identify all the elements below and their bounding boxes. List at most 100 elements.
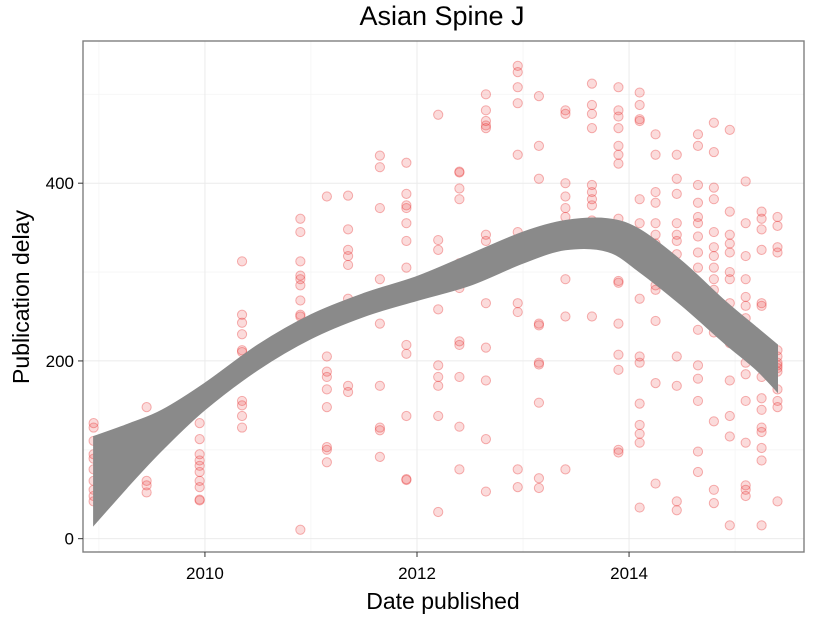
data-point xyxy=(708,262,719,273)
data-point xyxy=(692,218,704,229)
data-point xyxy=(433,380,444,391)
data-point xyxy=(724,266,735,278)
data-point xyxy=(512,60,523,71)
data-point xyxy=(454,371,465,383)
data-point xyxy=(772,395,783,407)
data-point xyxy=(401,474,412,486)
data-point xyxy=(295,256,306,267)
data-point xyxy=(613,364,624,375)
data-point xyxy=(560,191,571,202)
data-point xyxy=(724,520,735,531)
data-point xyxy=(321,366,332,377)
data-point xyxy=(708,242,719,253)
data-point xyxy=(671,149,682,160)
data-point xyxy=(321,402,332,413)
data-point xyxy=(650,378,661,389)
data-point xyxy=(724,274,735,285)
data-point xyxy=(586,186,598,198)
data-point xyxy=(740,484,751,495)
data-point xyxy=(433,410,444,422)
data-point xyxy=(480,122,492,134)
data-point xyxy=(342,250,354,262)
data-point xyxy=(194,455,205,466)
data-point xyxy=(692,231,704,242)
data-point xyxy=(480,120,492,131)
data-point xyxy=(533,318,545,329)
data-point xyxy=(634,194,645,205)
data-point xyxy=(433,371,444,383)
data-point xyxy=(141,402,152,413)
data-point xyxy=(236,410,248,422)
data-point xyxy=(295,213,306,224)
data-point xyxy=(533,90,545,102)
data-point xyxy=(480,235,492,247)
data-point xyxy=(613,277,624,288)
data-point xyxy=(374,425,385,436)
data-point xyxy=(724,247,735,258)
data-point xyxy=(88,422,99,433)
data-point xyxy=(692,179,704,191)
data-point xyxy=(671,496,682,507)
data-point xyxy=(634,502,645,513)
data-point xyxy=(724,124,735,135)
data-point xyxy=(671,235,682,247)
data-point xyxy=(480,115,492,127)
data-point xyxy=(671,218,682,229)
data-point xyxy=(692,395,704,407)
data-point xyxy=(692,360,704,371)
x-axis-ticks: 2010 2012 2014 xyxy=(186,552,648,583)
data-point xyxy=(236,329,248,340)
data-point xyxy=(756,244,767,255)
data-point xyxy=(692,211,704,223)
data-point xyxy=(613,105,624,116)
data-point xyxy=(401,202,412,214)
data-point xyxy=(708,250,719,262)
major-grid xyxy=(83,41,804,552)
data-point xyxy=(740,369,751,380)
y-axis-ticks: 0 200 400 xyxy=(46,174,83,549)
data-point xyxy=(634,87,645,98)
data-point xyxy=(374,318,385,329)
data-point xyxy=(586,311,598,322)
data-point xyxy=(194,466,205,478)
data-point xyxy=(560,311,571,322)
data-point xyxy=(650,284,661,295)
data-point xyxy=(374,274,385,285)
data-point xyxy=(236,395,248,407)
data-point xyxy=(433,234,444,246)
data-point xyxy=(613,158,624,169)
data-point xyxy=(650,129,661,140)
data-point xyxy=(374,162,385,173)
data-point xyxy=(756,206,767,217)
data-point xyxy=(613,149,624,160)
data-point xyxy=(634,293,645,304)
data-point xyxy=(634,419,645,431)
data-point xyxy=(586,78,598,89)
y-tick-label: 0 xyxy=(65,530,74,549)
data-point xyxy=(560,464,571,475)
data-point xyxy=(401,235,412,247)
data-point xyxy=(708,484,719,495)
data-point xyxy=(724,238,735,249)
data-point xyxy=(141,487,152,498)
data-point xyxy=(708,416,719,427)
data-point xyxy=(454,421,465,432)
data-point xyxy=(433,244,444,255)
data-point xyxy=(295,295,306,306)
data-point xyxy=(533,173,545,184)
data-point xyxy=(321,371,332,383)
data-point xyxy=(512,298,523,309)
data-point xyxy=(433,304,444,315)
data-point xyxy=(295,270,306,281)
data-point xyxy=(480,434,492,445)
data-point xyxy=(433,360,444,371)
data-point xyxy=(671,505,682,516)
data-point xyxy=(342,190,354,201)
data-point xyxy=(708,274,719,285)
data-point xyxy=(194,434,205,445)
x-tick-label: 2014 xyxy=(610,564,648,583)
data-point xyxy=(401,218,412,229)
data-point xyxy=(533,397,545,408)
data-point xyxy=(650,186,661,198)
data-point xyxy=(401,348,412,359)
